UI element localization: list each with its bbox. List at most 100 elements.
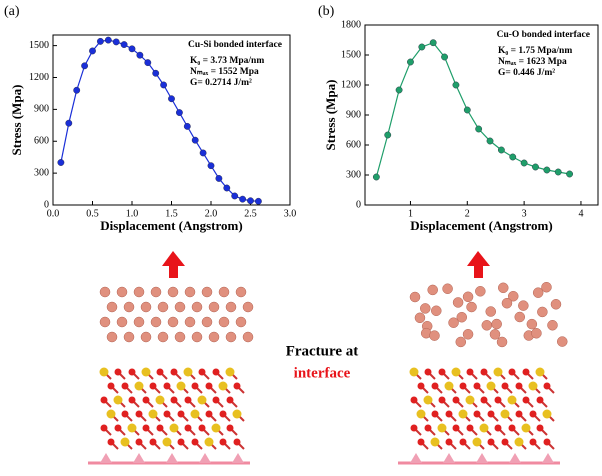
data-point	[137, 52, 143, 58]
annotation: G= 0.2714 J/m²	[190, 78, 252, 88]
x-axis-title: Displacement (Angstrom)	[100, 218, 242, 233]
data-point	[475, 126, 481, 132]
cu-atom	[134, 287, 144, 297]
o-atom	[453, 425, 460, 432]
data-point	[145, 59, 151, 65]
substrate-atom	[509, 453, 521, 463]
o-atom	[108, 383, 115, 390]
cu-atom	[124, 302, 134, 312]
o-atom	[523, 369, 530, 376]
data-point	[396, 87, 402, 93]
si-atom	[198, 396, 207, 405]
data-point	[129, 46, 135, 52]
si-atom	[156, 396, 165, 405]
o-atom	[199, 369, 206, 376]
o-atom	[544, 383, 551, 390]
data-point	[66, 120, 72, 126]
annotation: G= 0.446 J/m²	[498, 68, 555, 78]
cu-atom	[107, 302, 117, 312]
cu-atom	[185, 317, 195, 327]
o-atom	[446, 439, 453, 446]
o-atom	[460, 439, 467, 446]
o-atom	[164, 411, 171, 418]
o-atom	[439, 397, 446, 404]
data-point	[160, 82, 166, 88]
o-atom	[213, 369, 220, 376]
cu-atom	[219, 287, 229, 297]
o-atom	[143, 397, 150, 404]
data-point	[176, 109, 182, 115]
y-tick-label: 900	[346, 109, 361, 120]
cu-atom	[502, 298, 512, 308]
annotation: Nₘₐₓ = 1623 Mpa	[498, 57, 567, 67]
data-point	[105, 37, 111, 43]
si-atom	[417, 410, 426, 419]
si-atom	[480, 424, 489, 433]
y-tick-label: 1800	[341, 19, 361, 30]
data-point	[208, 162, 214, 168]
o-atom	[544, 439, 551, 446]
si-atom	[473, 438, 482, 447]
x-axis-title: Displacement (Angstrom)	[410, 218, 552, 233]
si-atom	[142, 368, 151, 377]
o-atom	[150, 383, 157, 390]
o-atom	[439, 369, 446, 376]
si-atom	[452, 368, 461, 377]
cu-atom	[463, 292, 473, 302]
data-point	[430, 40, 436, 46]
o-atom	[474, 411, 481, 418]
si-atom	[163, 438, 172, 447]
o-atom	[143, 425, 150, 432]
o-atom	[178, 411, 185, 418]
data-point	[464, 107, 470, 113]
cu-atom	[443, 284, 453, 294]
cu-atom	[492, 319, 502, 329]
o-atom	[136, 411, 143, 418]
data-point	[544, 167, 550, 173]
data-point	[498, 147, 504, 153]
o-atom	[516, 383, 523, 390]
o-atom	[129, 397, 136, 404]
si-atom	[149, 410, 158, 419]
data-point	[385, 132, 391, 138]
o-atom	[115, 369, 122, 376]
si-atom	[212, 424, 221, 433]
fracture-text: Fracture at	[286, 343, 359, 359]
y-axis-title: Stress (Mpa)	[9, 85, 24, 156]
annotation-title: Cu-O bonded interface	[497, 30, 590, 40]
cu-atom	[420, 303, 430, 313]
o-atom	[467, 425, 474, 432]
si-atom	[487, 382, 496, 391]
cu-atom	[431, 306, 441, 316]
data-point	[232, 193, 238, 199]
cu-atom	[410, 292, 420, 302]
substrate-atom	[100, 453, 112, 463]
o-atom	[220, 411, 227, 418]
y-tick-label: 900	[34, 104, 49, 115]
o-atom	[425, 369, 432, 376]
x-tick-label: 0.5	[86, 208, 99, 219]
data-point	[216, 175, 222, 181]
o-atom	[495, 397, 502, 404]
o-atom	[509, 369, 516, 376]
si-atom	[135, 382, 144, 391]
o-atom	[129, 369, 136, 376]
si-atom	[438, 424, 447, 433]
si-atom	[508, 396, 517, 405]
cu-atom	[490, 329, 500, 339]
cu-atom	[175, 332, 185, 342]
o-atom	[460, 383, 467, 390]
cu-atom	[209, 332, 219, 342]
cu-atom	[192, 332, 202, 342]
o-atom	[481, 369, 488, 376]
o-atom	[467, 369, 474, 376]
cu-atom	[151, 287, 161, 297]
panel-label: (a)	[4, 4, 20, 19]
o-atom	[185, 425, 192, 432]
o-atom	[206, 411, 213, 418]
o-atom	[101, 397, 108, 404]
o-atom	[171, 397, 178, 404]
data-point	[121, 41, 127, 47]
cu-atom	[168, 317, 178, 327]
cu-atom	[202, 287, 212, 297]
